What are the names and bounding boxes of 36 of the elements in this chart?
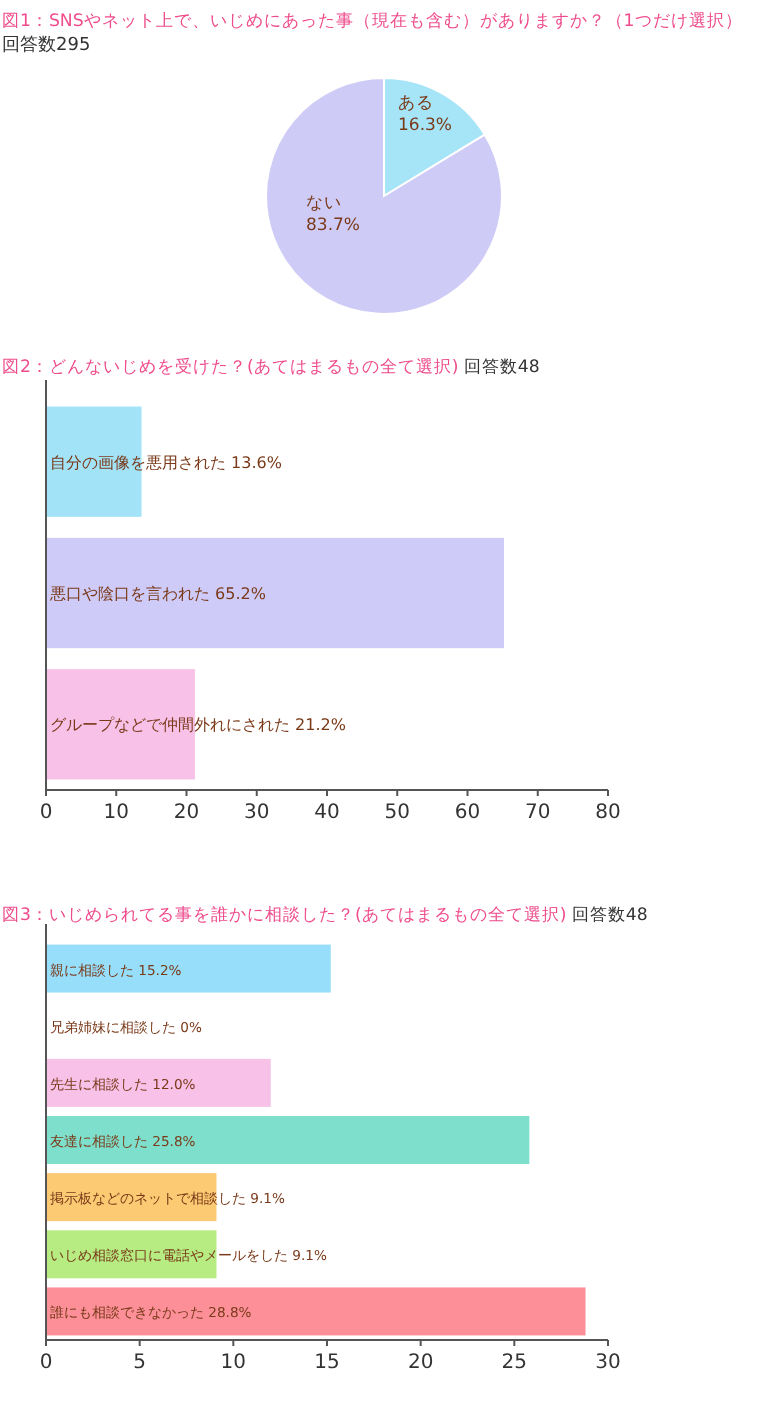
chart-subtitle: 回答数48 (566, 904, 648, 926)
bar (46, 1116, 530, 1164)
chart-title: 図2：どんないじめを受けた？(あてはまるもの全て選択) (2, 356, 459, 378)
x-tick-label: 25 (501, 1352, 528, 1374)
x-tick-label: 15 (314, 1352, 340, 1374)
category-label: グループなどで仲間外れにされた 21.2% (50, 716, 346, 735)
x-tick-label: 0 (39, 1352, 53, 1374)
x-tick-label: 0 (39, 802, 53, 824)
bar (46, 1058, 271, 1107)
chart-subtitle: 回答数48 (458, 356, 540, 378)
bar (46, 669, 195, 780)
x-tick-label: 60 (454, 802, 481, 824)
x-tick-label: 40 (314, 802, 340, 824)
bar (46, 944, 331, 993)
chart-title: 図3：いじめられてる事を誰かに相談した？(あてはまるもの全て選択) (2, 904, 567, 926)
x-tick-label: 10 (103, 802, 129, 824)
x-tick-label: 70 (525, 802, 551, 824)
bar (46, 1287, 586, 1336)
category-label: 悪口や陰口を言われた 65.2% (50, 585, 266, 603)
x-tick-label: 30 (244, 802, 270, 824)
category-label: 自分の画像を悪用された 13.6% (50, 453, 282, 472)
data-label: 83.7% (306, 216, 361, 236)
data-label: 16.3% (398, 116, 453, 136)
chart-title: 図1：SNSやネット上で、いじめにあった事（現在も含む）がありますか？（1つだけ選択） (2, 10, 743, 32)
text: 回答数295 (2, 34, 91, 56)
x-tick-label: 80 (595, 802, 621, 824)
x-tick-label: 50 (384, 802, 410, 824)
x-tick-label: 20 (407, 1352, 434, 1374)
x-tick-label: 10 (220, 1352, 247, 1374)
pie-slice (265, 77, 503, 315)
slice-label: ない (306, 194, 342, 214)
x-tick-label: 5 (133, 1352, 147, 1374)
slice-label: ある (398, 94, 434, 114)
x-tick-label: 30 (595, 1352, 621, 1374)
bar (46, 537, 505, 649)
x-tick-label: 20 (173, 802, 200, 824)
